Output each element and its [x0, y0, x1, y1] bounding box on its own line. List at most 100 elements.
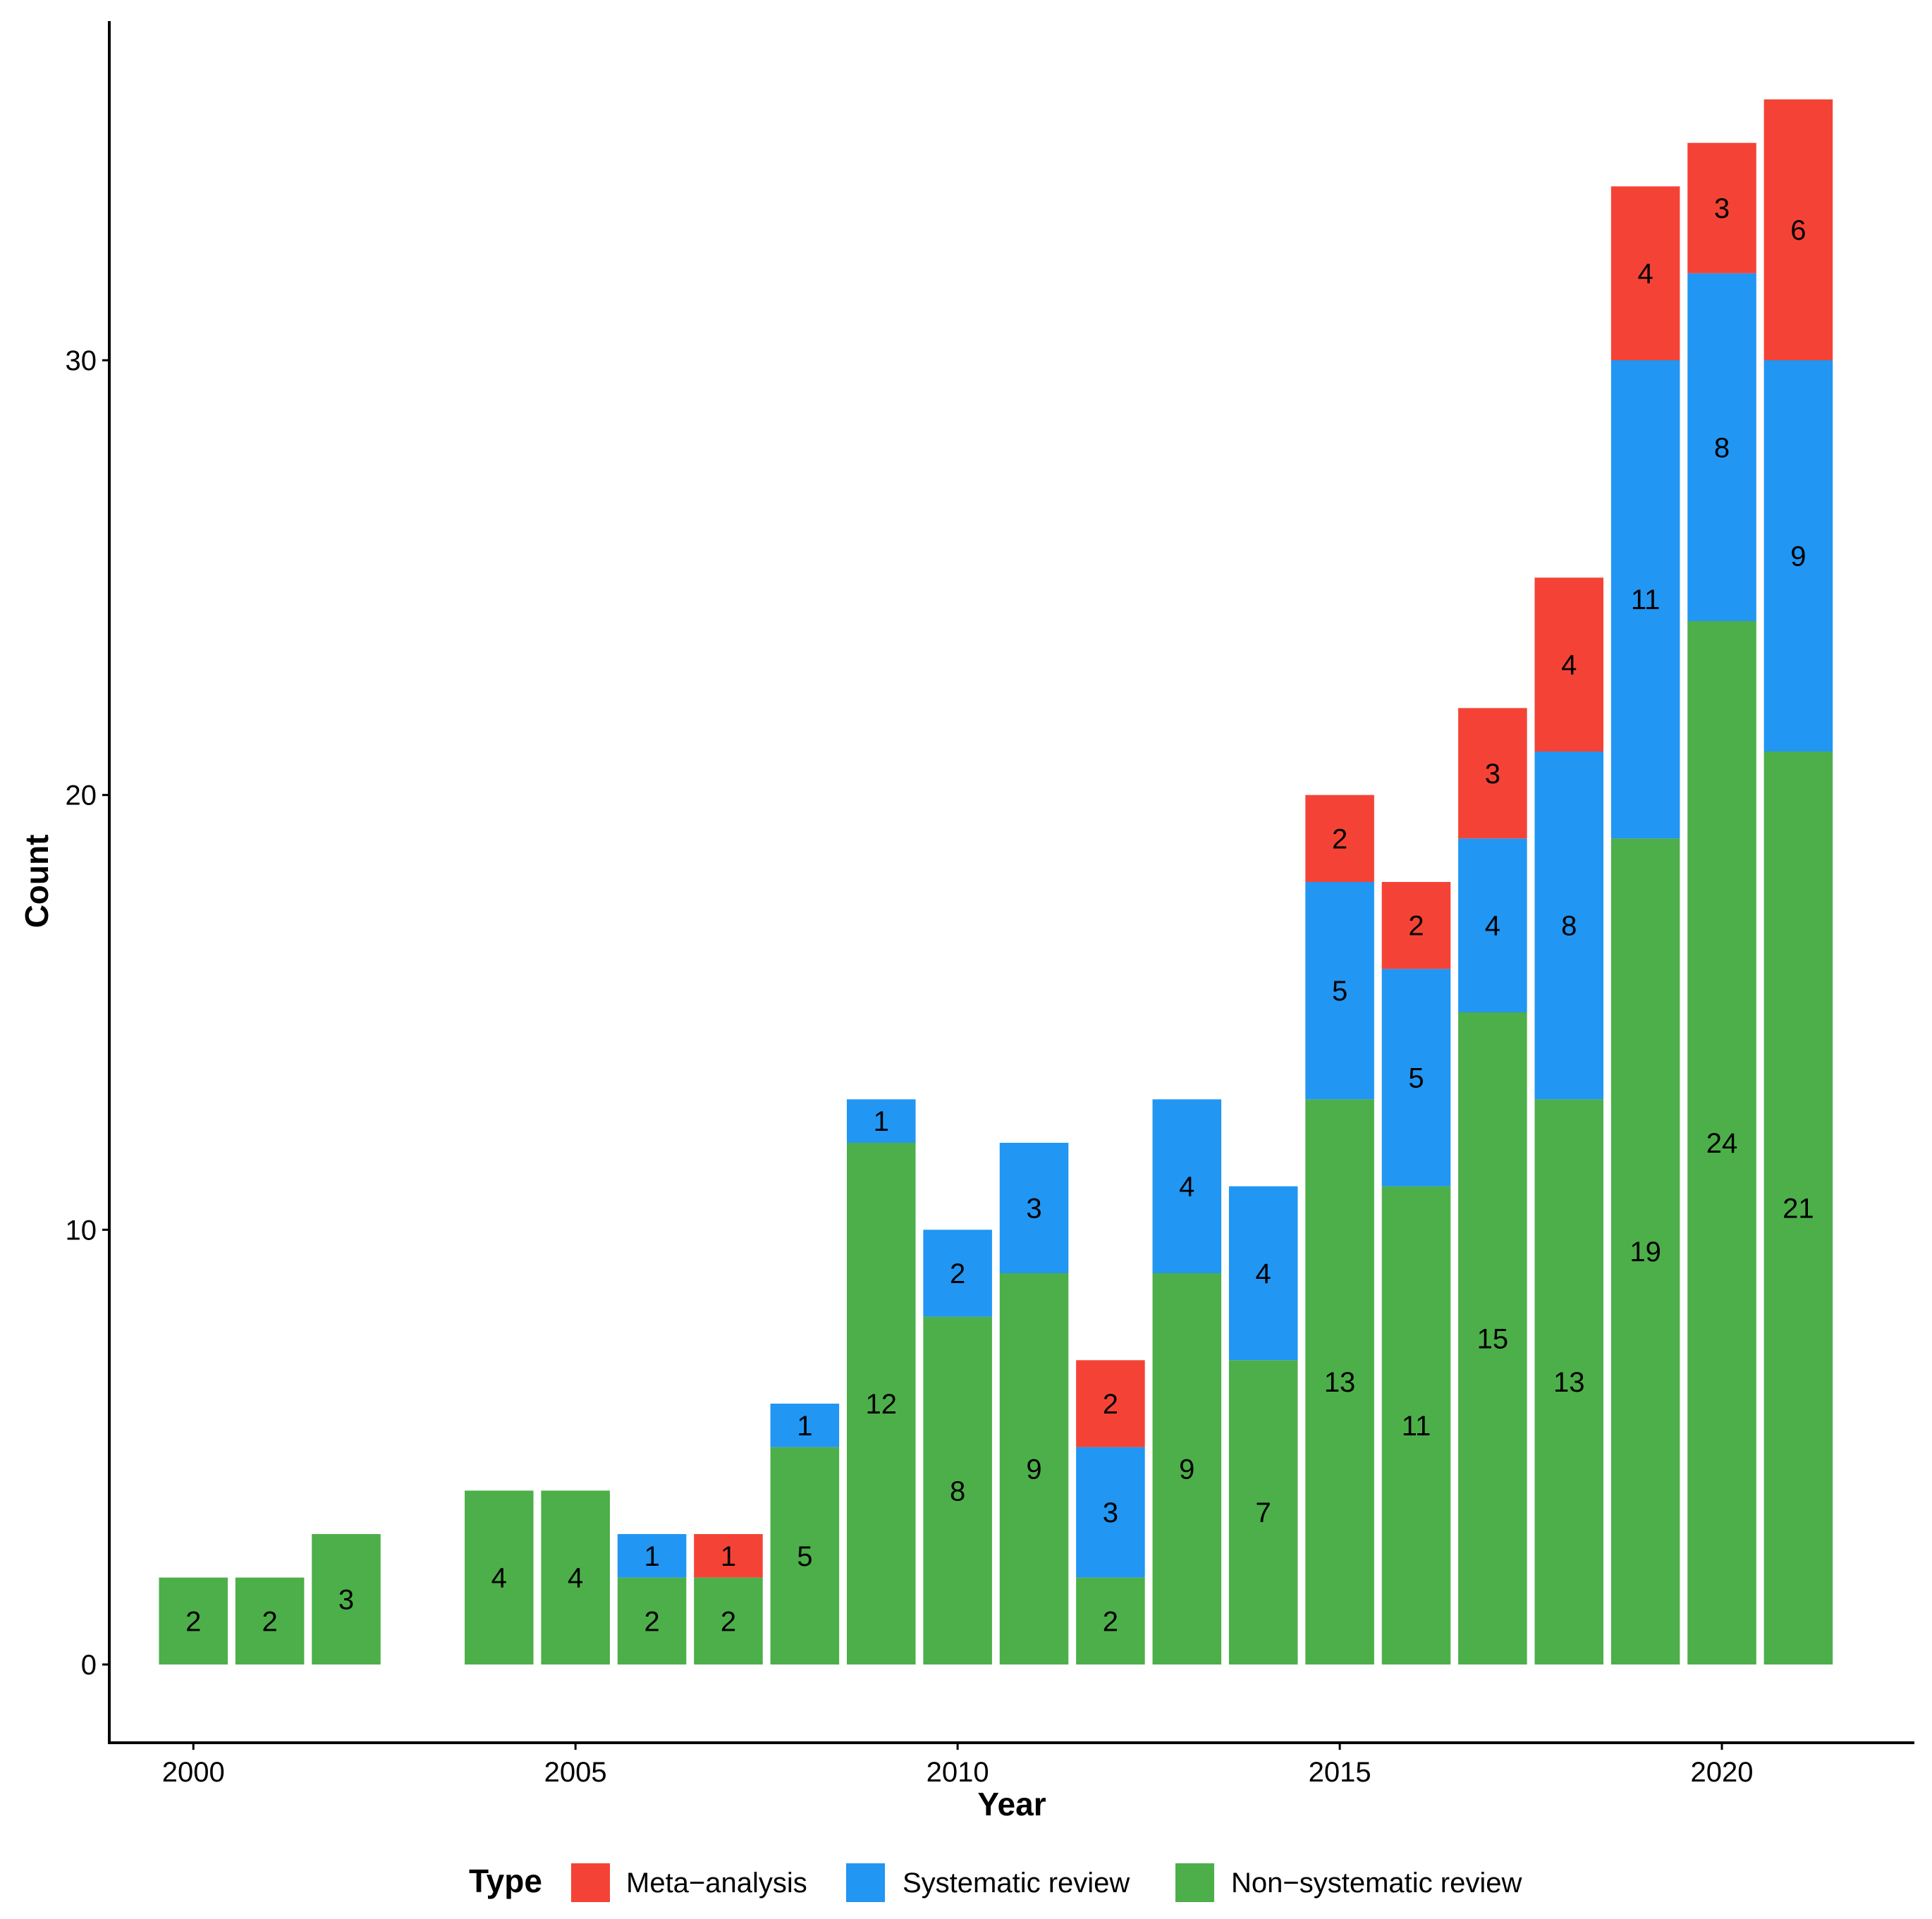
bar-2001-non-systematic-review [235, 1577, 305, 1664]
bar-2004-non-systematic-review [465, 1490, 534, 1664]
bar-label-2021-systematic-review: 9 [1790, 541, 1806, 572]
bar-2014-non-systematic-review [1228, 1360, 1298, 1664]
bar-2021-non-systematic-review [1763, 752, 1833, 1664]
bar-label-2018-non-systematic-review: 13 [1553, 1367, 1585, 1398]
bar-2011-non-systematic-review [999, 1273, 1069, 1664]
bar-label-2011-systematic-review: 3 [1026, 1194, 1041, 1225]
bar-label-2018-systematic-review: 8 [1561, 911, 1577, 942]
bar-label-2016-systematic-review: 5 [1408, 1063, 1424, 1094]
legend-key-non-systematic-review [1175, 1863, 1214, 1902]
bar-2005-non-systematic-review [541, 1490, 610, 1664]
bar-label-2021-meta-analysis: 6 [1790, 215, 1806, 246]
bar-2020-non-systematic-review [1687, 621, 1756, 1664]
y-axis-title: Count [18, 835, 55, 928]
bar-2017-meta-analysis [1458, 708, 1527, 839]
x-tick-label-2010: 2010 [927, 1757, 989, 1788]
bar-label-2001-non-systematic-review: 2 [262, 1606, 277, 1637]
bar-2009-systematic-review [846, 1099, 916, 1143]
x-axis-title: Year [977, 1786, 1046, 1822]
bar-label-2015-meta-analysis: 2 [1332, 823, 1347, 854]
y-tick-label-20: 20 [66, 780, 97, 811]
bar-2018-meta-analysis [1534, 577, 1604, 752]
bar-label-2019-systematic-review: 11 [1631, 584, 1661, 615]
legend-key-meta-analysis [571, 1863, 610, 1902]
bar-2010-systematic-review [923, 1230, 992, 1317]
x-tick-label-2005: 2005 [544, 1757, 607, 1788]
bar-2006-non-systematic-review [617, 1577, 687, 1664]
bar-2016-meta-analysis [1381, 882, 1451, 969]
bar-2018-non-systematic-review [1534, 1099, 1604, 1664]
x-tick-label-2000: 2000 [162, 1757, 225, 1788]
bar-label-2017-non-systematic-review: 15 [1477, 1324, 1509, 1355]
bar-2017-systematic-review [1458, 838, 1527, 1012]
bar-2014-systematic-review [1228, 1186, 1298, 1361]
bar-2021-meta-analysis [1763, 99, 1833, 360]
bar-2012-non-systematic-review [1076, 1577, 1145, 1664]
bar-label-2015-non-systematic-review: 13 [1324, 1367, 1356, 1398]
bar-2009-non-systematic-review [846, 1143, 916, 1664]
y-tick-label-0: 0 [81, 1650, 97, 1681]
bar-2015-non-systematic-review [1305, 1099, 1374, 1664]
bar-2016-systematic-review [1381, 969, 1451, 1187]
bar-label-2009-systematic-review: 1 [874, 1106, 889, 1137]
legend-key-systematic-review [846, 1863, 885, 1902]
x-tick-label-2020: 2020 [1691, 1757, 1754, 1788]
bar-2020-meta-analysis [1687, 142, 1756, 274]
bar-label-2019-meta-analysis: 4 [1638, 259, 1653, 290]
bar-2019-non-systematic-review [1610, 838, 1680, 1664]
bar-2008-systematic-review [770, 1404, 840, 1447]
bar-2015-systematic-review [1305, 882, 1374, 1100]
bar-label-2014-systematic-review: 4 [1256, 1258, 1271, 1289]
bar-2010-non-systematic-review [923, 1316, 992, 1664]
legend-label-meta-analysis: Meta−analysis [626, 1868, 807, 1899]
bar-label-2020-non-systematic-review: 24 [1706, 1128, 1738, 1159]
bar-label-2014-non-systematic-review: 7 [1256, 1497, 1271, 1528]
bar-2017-non-systematic-review [1458, 1012, 1527, 1664]
bar-label-2002-non-systematic-review: 3 [338, 1585, 354, 1616]
bar-label-2006-non-systematic-review: 2 [644, 1606, 659, 1637]
bar-2019-meta-analysis [1610, 186, 1680, 360]
bar-label-2007-non-systematic-review: 2 [721, 1606, 736, 1637]
bar-label-2012-meta-analysis: 2 [1103, 1389, 1118, 1420]
bar-2012-meta-analysis [1076, 1360, 1145, 1447]
bar-2012-systematic-review [1076, 1447, 1145, 1578]
bar-label-2021-non-systematic-review: 21 [1783, 1194, 1814, 1225]
y-ticks: 0 10 20 30 [66, 345, 109, 1681]
legend: Type Meta−analysis Systematic review Non… [469, 1863, 1522, 1902]
bar-label-2000-non-systematic-review: 2 [185, 1606, 201, 1637]
y-tick-label-10: 10 [66, 1215, 97, 1246]
legend-title: Type [469, 1863, 542, 1899]
bar-label-2008-non-systematic-review: 5 [797, 1541, 812, 1572]
bar-label-2010-systematic-review: 2 [950, 1258, 965, 1289]
bar-label-2006-systematic-review: 1 [644, 1541, 659, 1572]
bar-label-2012-systematic-review: 3 [1103, 1497, 1118, 1528]
bar-2020-systematic-review [1687, 273, 1756, 621]
bar-label-2020-systematic-review: 8 [1714, 432, 1730, 463]
bar-label-2008-systematic-review: 1 [797, 1411, 812, 1442]
bar-2011-systematic-review [999, 1143, 1069, 1273]
bar-2021-systematic-review [1763, 360, 1833, 752]
bar-label-2011-non-systematic-review: 9 [1026, 1454, 1041, 1485]
bar-2018-systematic-review [1534, 752, 1604, 1100]
bar-label-2017-meta-analysis: 3 [1485, 759, 1500, 790]
bar-label-2012-non-systematic-review: 2 [1103, 1606, 1118, 1637]
bar-2013-non-systematic-review [1152, 1273, 1222, 1664]
bar-2013-systematic-review [1152, 1099, 1222, 1273]
bar-label-2017-systematic-review: 4 [1485, 911, 1500, 942]
bar-label-2019-non-systematic-review: 19 [1630, 1237, 1661, 1268]
bar-2008-non-systematic-review [770, 1447, 840, 1664]
bars-layer [159, 99, 1833, 1664]
bar-label-2018-meta-analysis: 4 [1561, 650, 1577, 681]
bar-label-2016-non-systematic-review: 11 [1402, 1411, 1431, 1442]
bar-label-2016-meta-analysis: 2 [1408, 911, 1424, 942]
bar-label-2004-non-systematic-review: 4 [491, 1563, 507, 1594]
bar-label-2020-meta-analysis: 3 [1714, 193, 1730, 224]
bar-2000-non-systematic-review [159, 1577, 228, 1664]
bar-2002-non-systematic-review [312, 1534, 381, 1664]
bar-2007-meta-analysis [694, 1534, 763, 1578]
bar-2015-meta-analysis [1305, 795, 1374, 882]
bar-2019-systematic-review [1610, 360, 1680, 839]
